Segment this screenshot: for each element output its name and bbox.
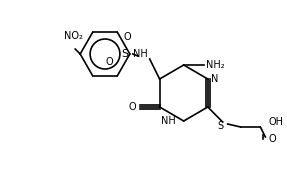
- Text: O: O: [105, 57, 113, 67]
- Text: S: S: [218, 121, 224, 131]
- Text: NH₂: NH₂: [205, 60, 224, 70]
- Text: O: O: [268, 134, 276, 144]
- Text: O: O: [128, 102, 136, 112]
- Text: NH: NH: [133, 49, 148, 59]
- Text: O: O: [123, 32, 131, 42]
- Text: N: N: [211, 74, 218, 84]
- Text: NO₂: NO₂: [64, 31, 83, 41]
- Text: NH: NH: [161, 116, 176, 126]
- Text: OH: OH: [268, 117, 283, 127]
- Text: S: S: [121, 49, 128, 59]
